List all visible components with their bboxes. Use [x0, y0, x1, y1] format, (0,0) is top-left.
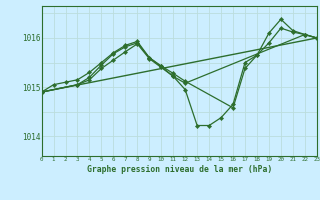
X-axis label: Graphe pression niveau de la mer (hPa): Graphe pression niveau de la mer (hPa) [87, 165, 272, 174]
